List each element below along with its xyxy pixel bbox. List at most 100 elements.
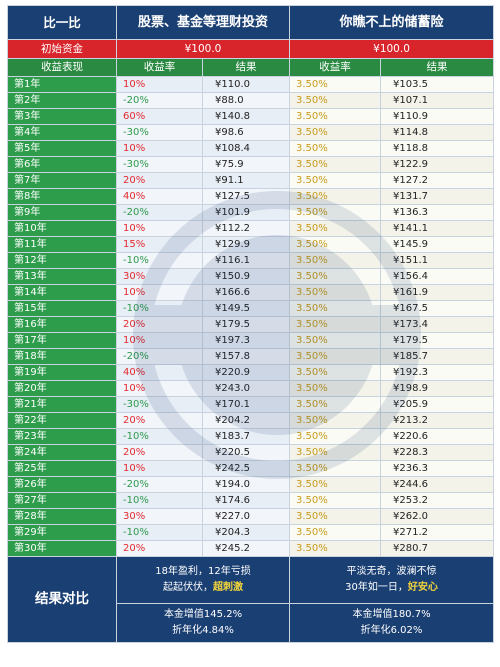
insurance-result: ¥220.6 — [380, 428, 495, 445]
insurance-result: ¥179.5 — [380, 332, 495, 349]
stocks-rate: 10% — [116, 140, 203, 157]
insurance-rate: 3.50% — [289, 460, 382, 477]
year-row: 第28年 30% ¥227.0 3.50% ¥262.0 — [7, 508, 495, 525]
summary-insurance-line2-text: 30年如一日， — [345, 582, 408, 593]
insurance-result: ¥192.3 — [380, 364, 495, 381]
stocks-rate: 40% — [116, 188, 203, 205]
insurance-result: ¥244.6 — [380, 476, 495, 493]
summary-stocks-line2-text: 起起伏伏， — [163, 582, 213, 593]
insurance-result: ¥136.3 — [380, 204, 495, 221]
year-label: 第18年 — [7, 348, 117, 365]
insurance-result: ¥141.1 — [380, 220, 495, 237]
summary-stocks-line1: 18年盈利，12年亏损 — [155, 566, 251, 577]
stocks-result: ¥75.9 — [201, 156, 291, 173]
stocks-rate: -30% — [116, 396, 203, 413]
insurance-result: ¥253.2 — [380, 492, 495, 509]
stocks-result: ¥220.9 — [201, 364, 291, 381]
year-label: 第24年 — [7, 444, 117, 461]
insurance-rate: 3.50% — [289, 284, 382, 301]
stocks-rate: -20% — [116, 348, 203, 365]
year-label: 第23年 — [7, 428, 117, 445]
initial-stocks-value: ¥100.0 — [115, 39, 291, 59]
subheader-insurance-rate: 收益率 — [289, 58, 382, 77]
subheader-row-label: 收益表现 — [7, 58, 117, 77]
insurance-rate: 3.50% — [289, 444, 382, 461]
year-label: 第21年 — [7, 396, 117, 413]
year-label: 第9年 — [7, 204, 117, 221]
year-label: 第2年 — [7, 92, 117, 109]
stocks-result: ¥242.5 — [201, 460, 291, 477]
year-label: 第19年 — [7, 364, 117, 381]
insurance-result: ¥107.1 — [380, 92, 495, 109]
insurance-rate: 3.50% — [289, 540, 382, 557]
stocks-rate: 20% — [116, 540, 203, 557]
stocks-result: ¥194.0 — [201, 476, 291, 493]
insurance-rate: 3.50% — [289, 428, 382, 445]
insurance-result: ¥118.8 — [380, 140, 495, 157]
insurance-rate: 3.50% — [289, 316, 382, 333]
stocks-result: ¥150.9 — [201, 268, 291, 285]
year-row: 第4年 -30% ¥98.6 3.50% ¥114.8 — [7, 124, 495, 141]
stocks-rate: 10% — [116, 460, 203, 477]
summary-stocks-return: 本金增值145.2% 折年化4.84% — [115, 603, 291, 643]
insurance-result: ¥262.0 — [380, 508, 495, 525]
stocks-result: ¥88.0 — [201, 92, 291, 109]
stocks-rate: -20% — [116, 476, 203, 493]
stocks-result: ¥174.6 — [201, 492, 291, 509]
insurance-result: ¥228.3 — [380, 444, 495, 461]
stocks-rate: -30% — [116, 124, 203, 141]
stocks-result: ¥179.5 — [201, 316, 291, 333]
summary-insurance-annual: 折年化6.02% — [360, 625, 423, 636]
summary-stocks-line2: 起起伏伏，超刺激 — [118, 580, 289, 596]
insurance-result: ¥271.2 — [380, 524, 495, 541]
insurance-result: ¥185.7 — [380, 348, 495, 365]
year-label: 第14年 — [7, 284, 117, 301]
stocks-result: ¥204.3 — [201, 524, 291, 541]
stocks-rate: 40% — [116, 364, 203, 381]
year-row: 第13年 30% ¥150.9 3.50% ¥156.4 — [7, 268, 495, 285]
insurance-result: ¥156.4 — [380, 268, 495, 285]
year-row: 第14年 10% ¥166.6 3.50% ¥161.9 — [7, 284, 495, 301]
year-row: 第29年 -10% ¥204.3 3.50% ¥271.2 — [7, 524, 495, 541]
summary-insurance-emphasis: 好安心 — [407, 582, 438, 593]
stocks-rate: 10% — [116, 380, 203, 397]
year-label: 第8年 — [7, 188, 117, 205]
stocks-result: ¥101.9 — [201, 204, 291, 221]
stocks-rate: -10% — [116, 300, 203, 317]
year-label: 第25年 — [7, 460, 117, 477]
year-row: 第11年 15% ¥129.9 3.50% ¥145.9 — [7, 236, 495, 253]
year-label: 第7年 — [7, 172, 117, 189]
year-label: 第28年 — [7, 508, 117, 525]
stocks-result: ¥108.4 — [201, 140, 291, 157]
insurance-rate: 3.50% — [289, 204, 382, 221]
year-row: 第6年 -30% ¥75.9 3.50% ¥122.9 — [7, 156, 495, 173]
summary-stocks-desc: 18年盈利，12年亏损 起起伏伏，超刺激 — [115, 556, 291, 604]
insurance-result: ¥280.7 — [380, 540, 495, 557]
insurance-result: ¥103.5 — [380, 76, 495, 93]
initial-capital-label: 初始资金 — [7, 39, 117, 59]
insurance-rate: 3.50% — [289, 172, 382, 189]
insurance-result: ¥173.4 — [380, 316, 495, 333]
stocks-result: ¥183.7 — [201, 428, 291, 445]
stocks-result: ¥157.8 — [201, 348, 291, 365]
year-label: 第10年 — [7, 220, 117, 237]
summary-stocks-gain: 本金增值145.2% — [163, 609, 243, 620]
subheader-stocks-result: 结果 — [201, 58, 291, 77]
year-row: 第21年 -30% ¥170.1 3.50% ¥205.9 — [7, 396, 495, 413]
summary-stocks-emphasis: 超刺激 — [213, 582, 243, 593]
insurance-rate: 3.50% — [289, 364, 382, 381]
stocks-result: ¥127.5 — [201, 188, 291, 205]
year-label: 第4年 — [7, 124, 117, 141]
stocks-rate: 30% — [116, 508, 203, 525]
year-row: 第18年 -20% ¥157.8 3.50% ¥185.7 — [7, 348, 495, 365]
stocks-result: ¥91.1 — [201, 172, 291, 189]
year-row: 第20年 10% ¥243.0 3.50% ¥198.9 — [7, 380, 495, 397]
insurance-rate: 3.50% — [289, 108, 382, 125]
subheader-row: 收益表现 收益率 结果 收益率 结果 — [7, 58, 495, 77]
insurance-result: ¥110.9 — [380, 108, 495, 125]
header-row: 比一比 股票、基金等理财投资 你瞧不上的储蓄险 — [7, 5, 495, 40]
year-row: 第8年 40% ¥127.5 3.50% ¥131.7 — [7, 188, 495, 205]
insurance-rate: 3.50% — [289, 412, 382, 429]
year-row: 第23年 -10% ¥183.7 3.50% ¥220.6 — [7, 428, 495, 445]
insurance-rate: 3.50% — [289, 140, 382, 157]
